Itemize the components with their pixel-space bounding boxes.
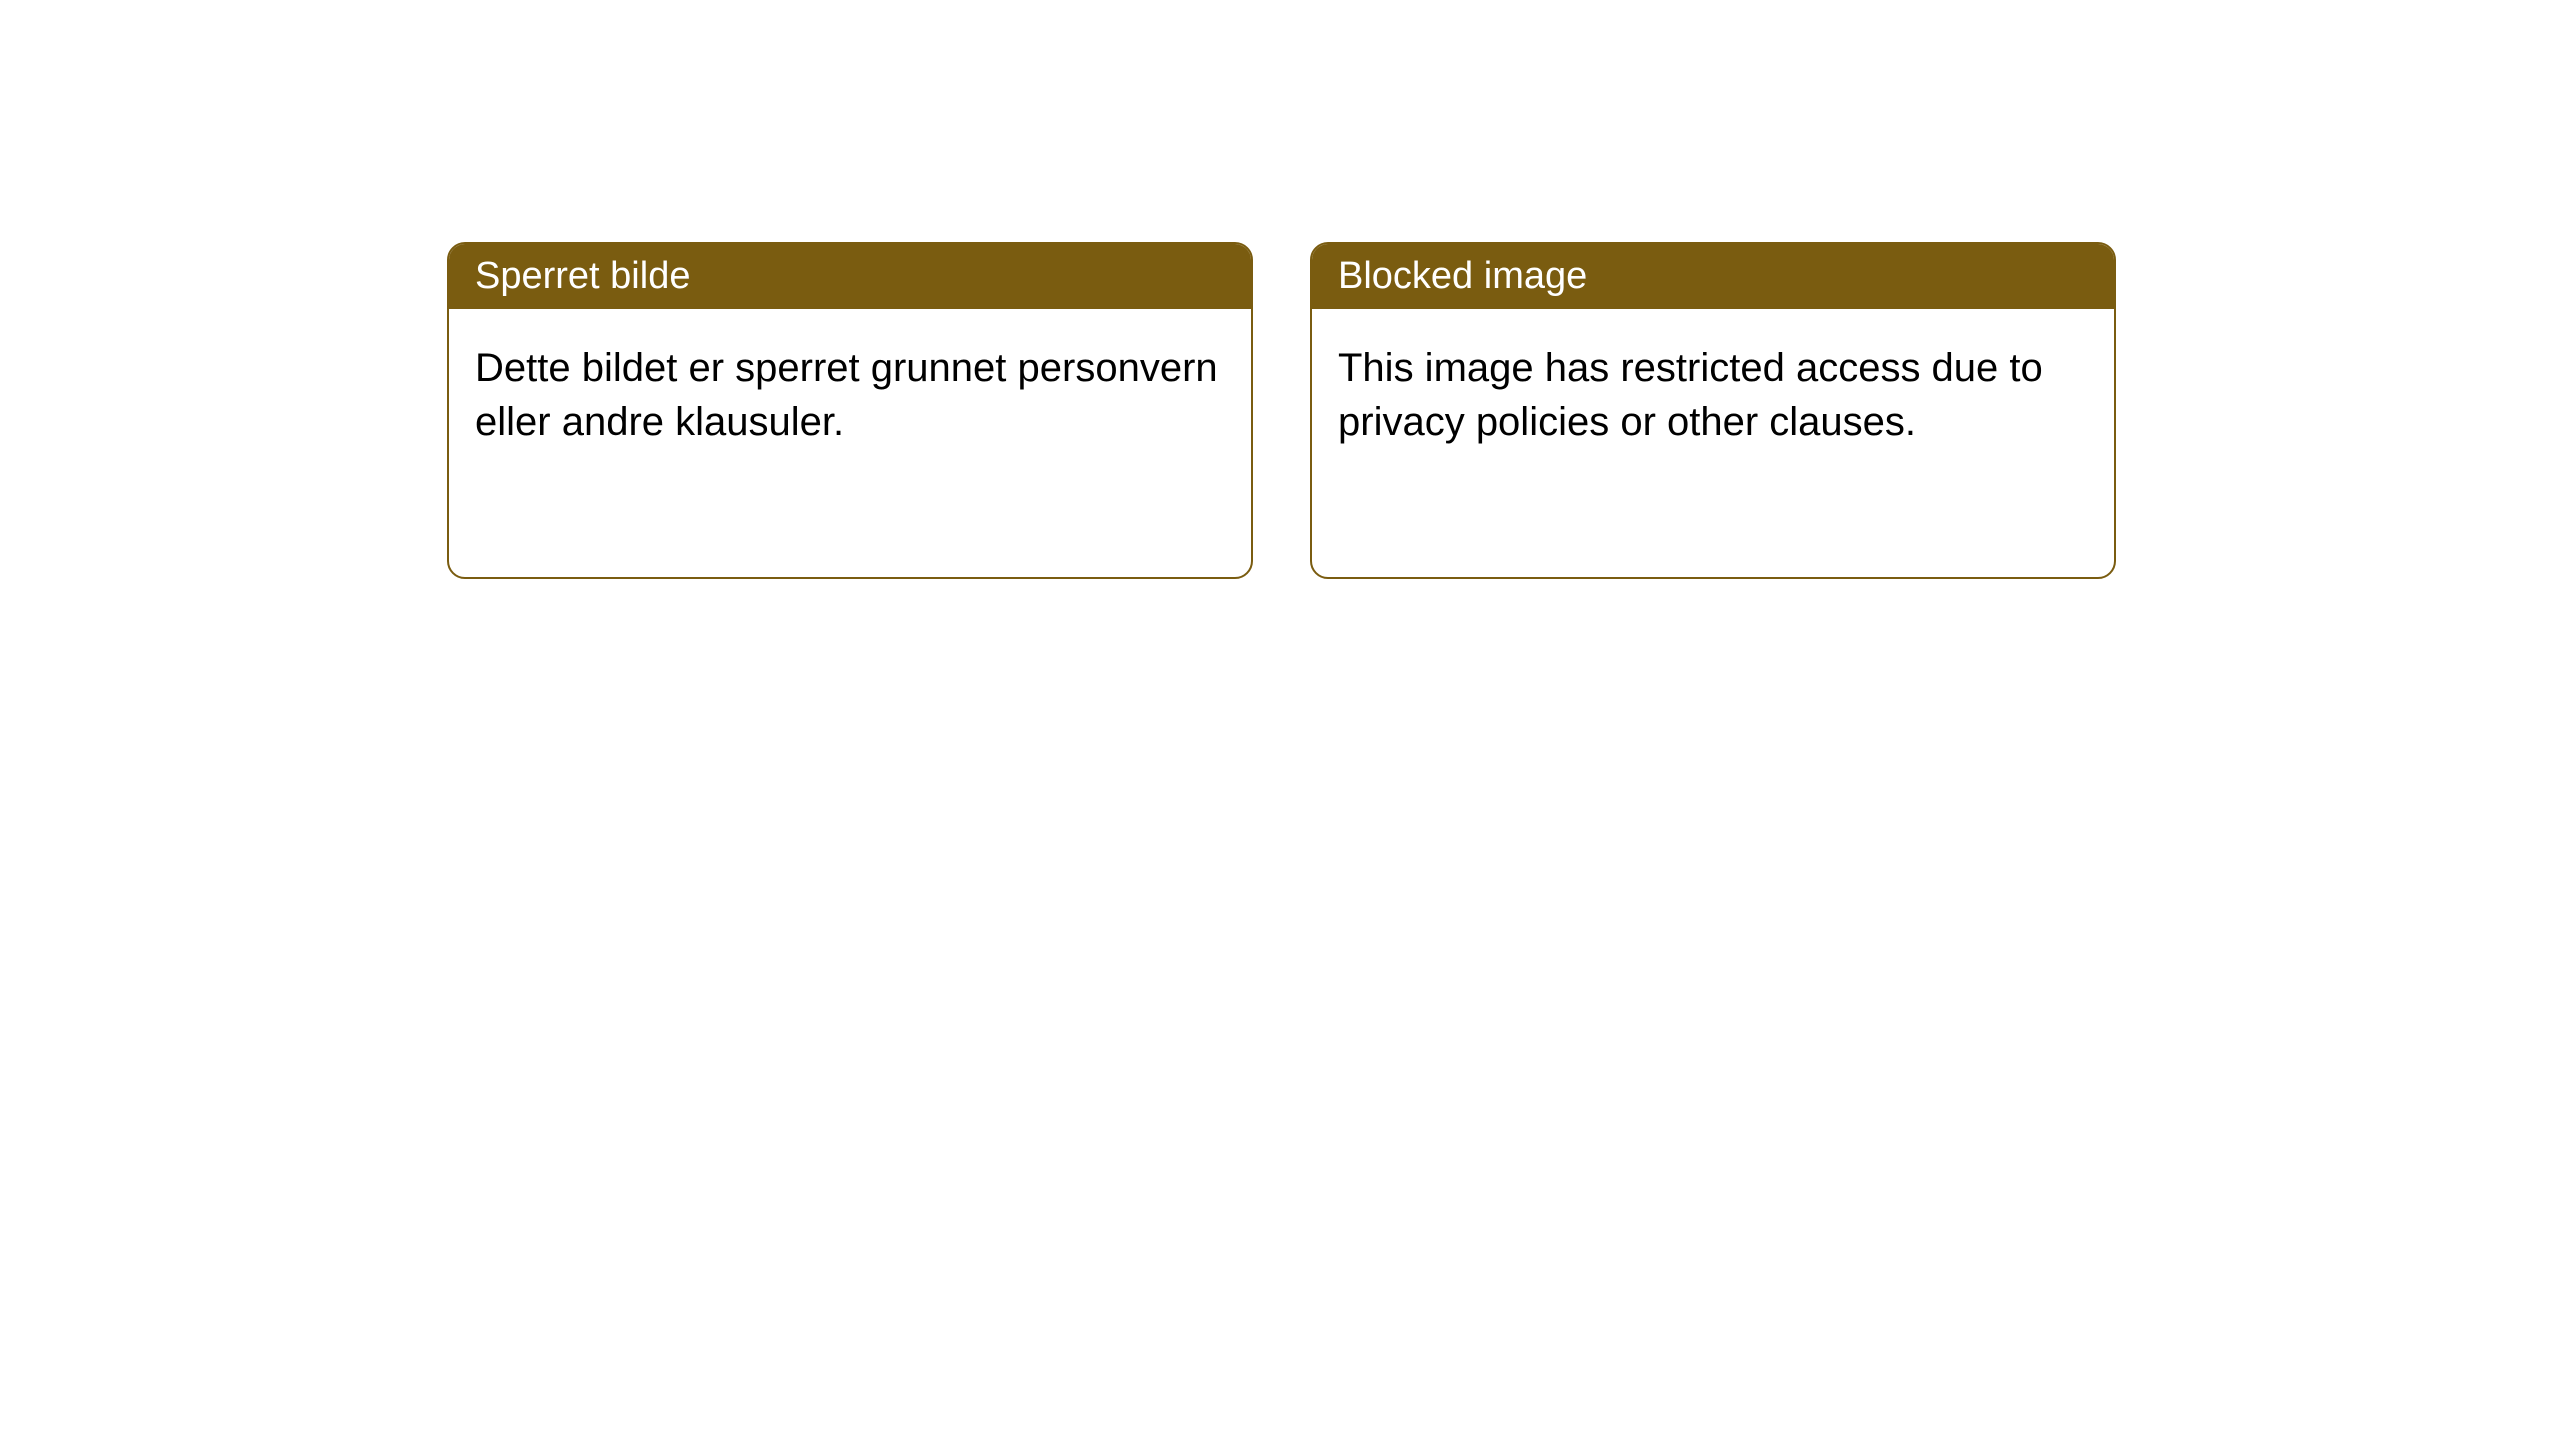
card-body-en: This image has restricted access due to … [1312,309,2114,481]
blocked-image-card-no: Sperret bilde Dette bildet er sperret gr… [447,242,1253,579]
blocked-image-card-en: Blocked image This image has restricted … [1310,242,2116,579]
card-title-en: Blocked image [1312,244,2114,309]
card-title-no: Sperret bilde [449,244,1251,309]
card-body-no: Dette bildet er sperret grunnet personve… [449,309,1251,481]
blocked-image-cards: Sperret bilde Dette bildet er sperret gr… [447,242,2116,579]
